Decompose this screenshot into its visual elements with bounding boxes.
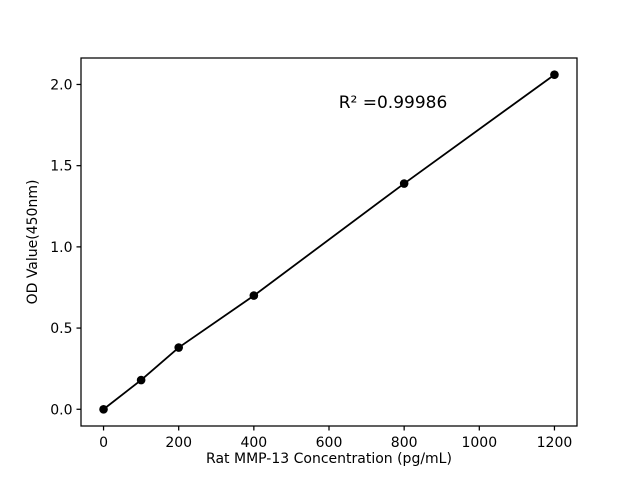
y-tick-label: 0.5: [50, 321, 72, 337]
x-tick-label: 600: [316, 435, 343, 451]
y-tick-label: 1.0: [50, 240, 72, 256]
standard-curve-line: [102, 73, 555, 410]
x-axis-label: Rat MMP-13 Concentration (pg/mL): [206, 451, 452, 467]
x-tick-label: 200: [165, 435, 192, 451]
r-squared-annotation: R² =0.99986: [338, 93, 448, 113]
data-point: [399, 179, 409, 188]
x-tick-label: 1200: [537, 435, 573, 451]
data-point: [550, 70, 559, 80]
y-tick-label: 1.5: [50, 159, 72, 175]
x-tick-label: 800: [391, 435, 418, 451]
data-point: [136, 375, 146, 385]
x-tick-label: 0: [99, 435, 108, 451]
y-tick-label: 2.0: [50, 77, 72, 93]
y-axis-label: OD Value(450nm): [25, 179, 41, 305]
data-point: [249, 291, 259, 300]
y-tick-label: 0.0: [50, 402, 72, 418]
x-tick-label: 400: [240, 435, 267, 451]
data-point: [174, 343, 183, 352]
x-tick-label: 1000: [461, 435, 497, 451]
data-point: [99, 404, 108, 414]
